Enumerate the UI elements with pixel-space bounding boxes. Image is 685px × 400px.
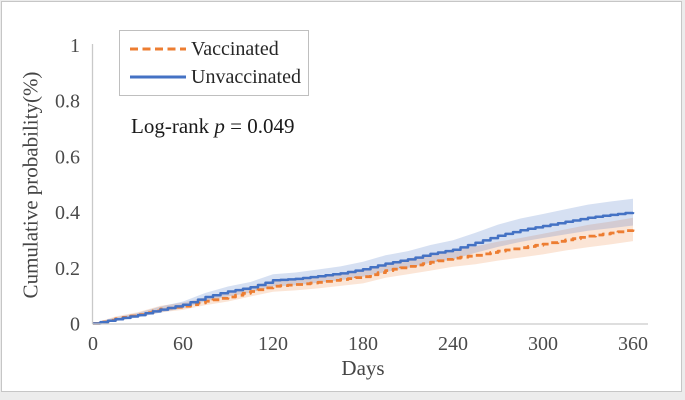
x-tick-label: 0 xyxy=(88,333,98,355)
y-tick-label: 0.8 xyxy=(55,91,80,113)
legend-label-unvaccinated: Unvaccinated xyxy=(191,66,301,88)
logrank-text-before: Log-rank xyxy=(131,114,215,138)
x-tick-label: 60 xyxy=(173,333,193,355)
y-tick-label: 0.4 xyxy=(55,202,80,224)
x-tick-label: 120 xyxy=(258,333,288,355)
vaccinated-curve xyxy=(93,229,635,325)
x-tick-label: 300 xyxy=(528,333,558,355)
x-tick-label: 360 xyxy=(618,333,648,355)
logrank-value: = 0.049 xyxy=(224,114,295,138)
x-tick-label: 180 xyxy=(348,333,378,355)
legend-label-vaccinated: Vaccinated xyxy=(191,38,279,60)
legend-item-vaccinated: Vaccinated xyxy=(129,39,308,59)
dashed-line-icon xyxy=(130,47,186,51)
y-tick-label: 0.6 xyxy=(55,146,80,168)
y-tick-label: 0.2 xyxy=(55,258,80,280)
solid-line-icon xyxy=(130,75,186,79)
unvaccinated-curve xyxy=(93,211,635,325)
unvaccinated-confidence-band xyxy=(93,198,633,324)
y-tick-label: 0 xyxy=(70,314,80,336)
y-axis-title: Cumulative probability(%) xyxy=(18,71,43,299)
legend: Vaccinated Unvaccinated xyxy=(119,30,309,96)
logrank-p-symbol: p xyxy=(214,114,225,138)
figure-border xyxy=(1,1,682,392)
x-tick-label: 240 xyxy=(438,333,468,355)
legend-item-unvaccinated: Unvaccinated xyxy=(129,67,308,87)
x-axis-title: Days xyxy=(341,356,385,380)
logrank-annotation: Log-rank p = 0.049 xyxy=(131,114,294,139)
y-tick-label: 1 xyxy=(70,35,80,57)
